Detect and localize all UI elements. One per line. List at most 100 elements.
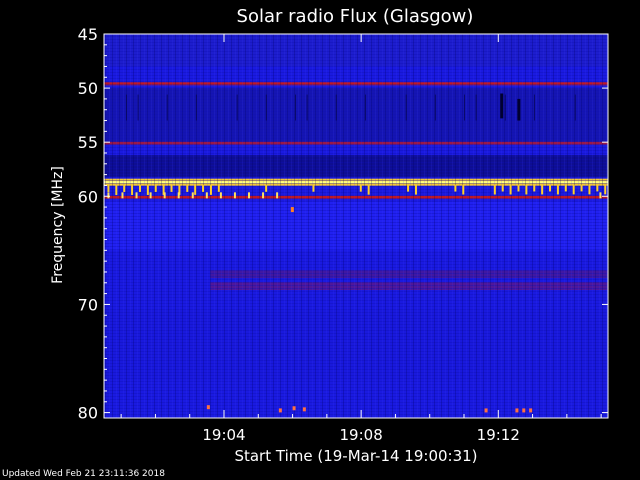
dark-streak xyxy=(137,94,139,121)
spike-60 xyxy=(233,192,236,199)
spike xyxy=(556,185,559,195)
spike xyxy=(217,185,220,192)
speckle-2 xyxy=(292,406,296,411)
x-tick-label: 19:04 xyxy=(202,426,245,444)
spike xyxy=(138,185,141,192)
time-grain xyxy=(104,34,608,418)
spike xyxy=(493,185,496,195)
spike xyxy=(131,185,134,195)
spike xyxy=(454,185,457,192)
spike xyxy=(265,185,268,192)
x-tick-label: 19:08 xyxy=(340,426,383,444)
y-tick-label: 70 xyxy=(78,295,98,314)
spike xyxy=(549,185,552,192)
dark-streak xyxy=(434,94,436,121)
speckle-1 xyxy=(278,408,282,413)
spike-60 xyxy=(276,192,279,199)
spike xyxy=(588,185,591,195)
spike-60 xyxy=(177,192,180,199)
x-axis-label: Start Time (19-Mar-14 19:00:31) xyxy=(234,447,477,465)
speckle-4 xyxy=(484,408,488,413)
dark-streak xyxy=(464,94,465,121)
dark-streak xyxy=(294,94,296,121)
dark-streak xyxy=(236,94,238,121)
spike xyxy=(541,185,544,195)
x-tick-label: 19:12 xyxy=(477,426,520,444)
spike-60 xyxy=(149,192,152,199)
spike xyxy=(501,185,504,192)
spike xyxy=(414,185,417,195)
spike xyxy=(525,185,528,195)
spike xyxy=(202,185,205,192)
y-axis-label: Frequency [MHz] xyxy=(50,166,66,284)
spike xyxy=(170,185,173,192)
y-tick-label: 80 xyxy=(78,404,98,423)
spike xyxy=(178,185,181,195)
speckle-6 xyxy=(522,408,526,413)
speckle-7 xyxy=(529,408,533,413)
spike xyxy=(146,185,149,195)
spike-60 xyxy=(248,192,250,199)
dark-streak xyxy=(504,94,506,121)
dark-streak xyxy=(574,94,576,121)
spike-60 xyxy=(163,192,166,199)
spike xyxy=(533,185,536,192)
spike-60 xyxy=(107,192,110,199)
dark-burst-1 xyxy=(517,98,521,121)
speckle-5 xyxy=(515,408,519,413)
dark-streak xyxy=(265,94,267,121)
y-tick-label: 45 xyxy=(78,25,98,44)
spike xyxy=(596,185,599,192)
y-tick-label: 50 xyxy=(78,79,98,98)
spike-60 xyxy=(205,192,208,199)
dark-streak xyxy=(335,94,337,121)
spike xyxy=(604,185,607,195)
spike-60 xyxy=(191,192,194,199)
spike xyxy=(407,185,410,192)
spike xyxy=(367,185,370,195)
dark-streak xyxy=(364,94,366,121)
spike xyxy=(107,185,110,192)
plot-area xyxy=(103,33,609,419)
spike xyxy=(123,185,126,192)
spike xyxy=(154,185,157,192)
spike xyxy=(462,185,465,195)
dark-streak xyxy=(125,94,127,121)
x-axis: 19:04 19:08 19:12 xyxy=(120,34,602,444)
spike-60 xyxy=(135,192,138,199)
spike xyxy=(517,185,520,192)
spike xyxy=(194,185,197,195)
spike-60 xyxy=(262,192,265,199)
dark-streak xyxy=(405,94,407,121)
spike xyxy=(564,185,567,192)
speckle-3 xyxy=(302,407,306,412)
spike xyxy=(572,185,575,195)
dark-burst-0 xyxy=(500,93,504,119)
dark-streak xyxy=(533,94,535,121)
y-tick-label: 55 xyxy=(78,133,98,152)
spike xyxy=(115,185,118,195)
spike xyxy=(186,185,189,192)
y-tick-label: 60 xyxy=(78,187,98,206)
spike xyxy=(162,185,165,195)
spike xyxy=(312,185,315,192)
burst-blip xyxy=(290,207,294,213)
dark-streak xyxy=(195,94,197,121)
speckle-0 xyxy=(206,405,210,410)
spike-60 xyxy=(121,192,124,199)
spike xyxy=(509,185,512,195)
y-axis: 45 50 55 60 70 80 xyxy=(78,25,608,423)
plot-frame xyxy=(103,33,609,419)
spike xyxy=(580,185,583,192)
spike-60 xyxy=(219,192,222,199)
updated-timestamp: Updated Wed Feb 21 23:11:36 2018 xyxy=(2,469,165,479)
chart-title: Solar radio Flux (Glasgow) xyxy=(237,6,474,27)
dark-streak xyxy=(475,94,477,121)
mark-layer xyxy=(107,93,607,413)
spike xyxy=(359,185,362,192)
dark-streak xyxy=(166,94,168,121)
spike-60 xyxy=(599,192,602,199)
dark-streak xyxy=(306,94,308,121)
spike xyxy=(209,185,212,195)
